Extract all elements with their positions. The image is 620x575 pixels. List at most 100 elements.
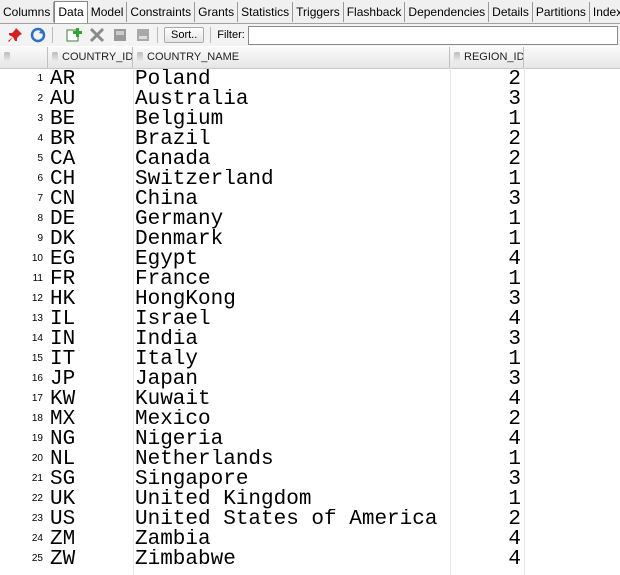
table-row[interactable]: 3 BE Belgium 1 <box>0 109 620 129</box>
tab[interactable]: Data <box>54 0 88 23</box>
table-row[interactable]: 2 AU Australia 3 <box>0 89 620 109</box>
column-divider <box>524 68 525 575</box>
tab[interactable]: Columns <box>0 1 55 22</box>
table-cell: Switzerland <box>135 169 274 189</box>
table-cell: EG <box>50 249 76 269</box>
row-number: 14 <box>31 333 43 344</box>
table-cell: IT <box>50 349 76 369</box>
refresh-icon[interactable] <box>30 27 46 43</box>
table-row[interactable]: 24 ZM Zambia 4 <box>0 529 620 549</box>
tab[interactable]: Grants <box>195 1 239 22</box>
table-cell: Netherlands <box>135 449 274 469</box>
table-cell: HongKong <box>135 289 236 309</box>
table-cell: DE <box>50 209 76 229</box>
table-cell: 1 <box>508 269 521 289</box>
row-number: 21 <box>31 473 43 484</box>
row-number: 7 <box>37 193 43 204</box>
table-cell: CA <box>50 149 76 169</box>
table-row[interactable]: 11 FR France 1 <box>0 269 620 289</box>
row-number: 16 <box>31 373 43 384</box>
tab[interactable]: Triggers <box>293 1 344 22</box>
row-number: 5 <box>37 153 43 164</box>
toolbar: Sort.. Filter: <box>0 24 620 46</box>
column-header[interactable]: COUNTRY_NAME <box>133 47 450 68</box>
table-cell: 1 <box>508 349 521 369</box>
table-cell: Poland <box>135 69 211 89</box>
table-cell: Belgium <box>135 109 224 129</box>
table-row[interactable]: 16 JP Japan 3 <box>0 369 620 389</box>
table-row[interactable]: 20 NL Netherlands 1 <box>0 449 620 469</box>
table-cell: France <box>135 269 211 289</box>
tab[interactable]: Model <box>88 1 128 22</box>
separator <box>210 27 212 43</box>
tab[interactable]: Statistics <box>238 1 294 22</box>
table-row[interactable]: 25 ZW Zimbabwe 4 <box>0 549 620 569</box>
table-row[interactable]: 10 EG Egypt 4 <box>0 249 620 269</box>
row-number: 23 <box>31 513 43 524</box>
sort-button[interactable]: Sort.. <box>164 27 205 43</box>
commit-icon[interactable] <box>112 27 128 43</box>
row-number: 10 <box>31 253 43 264</box>
table-cell: Zambia <box>135 529 211 549</box>
table-cell: ZW <box>50 549 76 569</box>
table-row[interactable]: 18 MX Mexico 2 <box>0 409 620 429</box>
tab[interactable]: Dependencies <box>405 1 490 22</box>
table-row[interactable]: 15 IT Italy 1 <box>0 349 620 369</box>
table-cell: Japan <box>135 369 199 389</box>
row-number: 8 <box>37 213 43 224</box>
table-row[interactable]: 14 IN India 3 <box>0 329 620 349</box>
row-number: 3 <box>37 113 43 124</box>
table-cell: 1 <box>508 209 521 229</box>
table-cell: Australia <box>135 89 249 109</box>
tab[interactable]: Indexes <box>590 2 620 22</box>
table-row[interactable]: 7 CN China 3 <box>0 189 620 209</box>
table-row[interactable]: 19 NG Nigeria 4 <box>0 429 620 449</box>
pin-icon[interactable] <box>7 27 23 43</box>
insert-row-icon[interactable] <box>66 27 82 43</box>
row-number: 9 <box>37 233 43 244</box>
table-cell: AR <box>50 69 76 89</box>
table-row[interactable]: 13 IL Israel 4 <box>0 309 620 329</box>
table-row[interactable]: 21 SG Singapore 3 <box>0 469 620 489</box>
row-number: 25 <box>31 553 43 564</box>
column-header[interactable]: COUNTRY_ID <box>48 47 133 68</box>
column-divider <box>133 68 134 575</box>
column-header[interactable]: REGION_ID <box>450 47 524 68</box>
table-cell: Zimbabwe <box>135 549 236 569</box>
rollback-icon[interactable] <box>135 27 151 43</box>
row-number: 24 <box>31 533 43 544</box>
table-cell: BR <box>50 129 76 149</box>
row-number: 17 <box>31 393 43 404</box>
row-number: 6 <box>37 173 43 184</box>
table-row[interactable]: 12 HK HongKong 3 <box>0 289 620 309</box>
table-row[interactable]: 5 CA Canada 2 <box>0 149 620 169</box>
filter-input[interactable] <box>247 25 618 45</box>
table-cell: 4 <box>508 249 521 269</box>
table-cell: 4 <box>508 309 521 329</box>
table-cell: Singapore <box>135 469 249 489</box>
table-cell: SG <box>50 469 76 489</box>
table-row[interactable]: 22 UK United Kingdom 1 <box>0 489 620 509</box>
table-cell: UK <box>50 489 76 509</box>
table-cell: 3 <box>508 369 521 389</box>
table-row[interactable]: 23 US United States of America 2 <box>0 509 620 529</box>
table-row[interactable]: 17 KW Kuwait 4 <box>0 389 620 409</box>
table-cell: 3 <box>508 89 521 109</box>
tab[interactable]: Partitions <box>533 1 590 22</box>
table-row[interactable]: 1 AR Poland 2 <box>0 69 620 89</box>
table-body: 1 AR Poland 2 2 AU Australia 3 3 BE Belgium 1 4 BR Bra… <box>0 69 620 569</box>
tab[interactable]: Constraints <box>127 1 196 22</box>
table-cell: IN <box>50 329 76 349</box>
row-number: 4 <box>37 133 43 144</box>
table-row[interactable]: 9 DK Denmark 1 <box>0 229 620 249</box>
table-cell: BE <box>50 109 76 129</box>
delete-icon[interactable] <box>89 27 105 43</box>
tab[interactable]: Flashback <box>344 1 406 22</box>
table-cell: CN <box>50 189 76 209</box>
row-number: 11 <box>32 273 43 284</box>
table-row[interactable]: 6 CH Switzerland 1 <box>0 169 620 189</box>
tab[interactable]: Details <box>489 1 533 22</box>
table-cell: 2 <box>508 129 521 149</box>
table-row[interactable]: 8 DE Germany 1 <box>0 209 620 229</box>
table-row[interactable]: 4 BR Brazil 2 <box>0 129 620 149</box>
